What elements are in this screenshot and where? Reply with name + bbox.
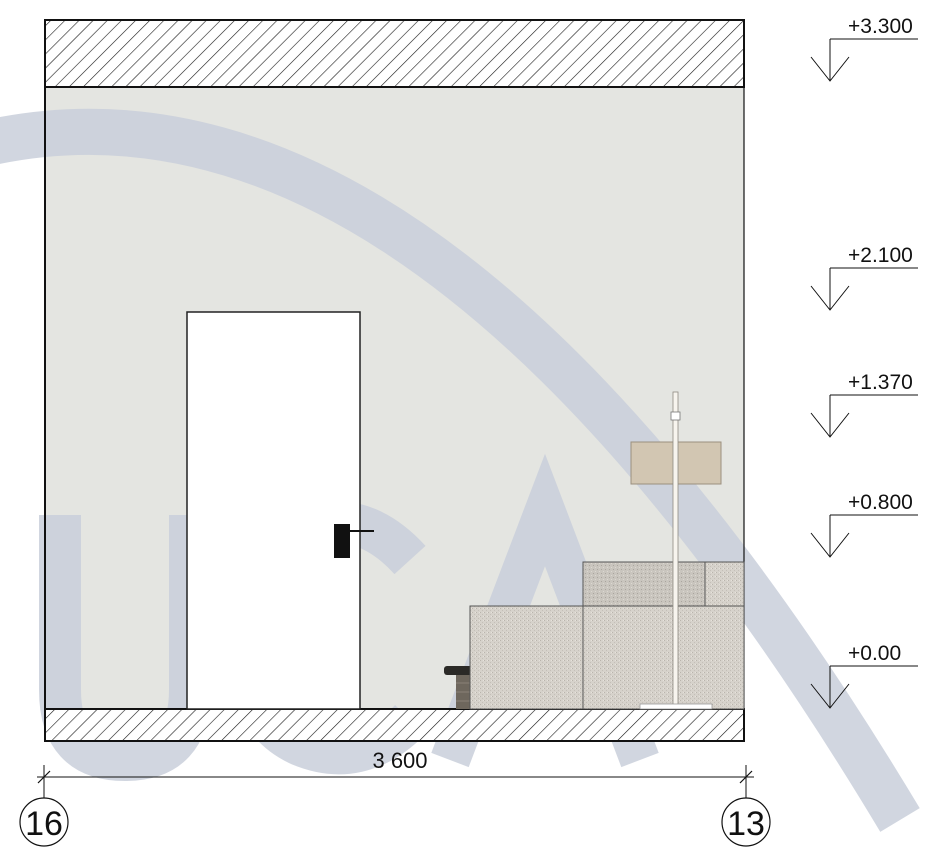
- level-label: +3.300: [848, 15, 913, 38]
- level-label: +0.00: [848, 642, 901, 665]
- cabinet-low: [469, 605, 584, 710]
- level-marker-1370: +1.370: [810, 371, 918, 438]
- level-marker-2100: +2.100: [810, 244, 918, 311]
- level-marker-000: +0.00: [810, 642, 918, 709]
- cushion-back: [582, 561, 706, 607]
- floor-slab: [44, 708, 745, 742]
- door-handle-icon: [334, 524, 374, 558]
- level-label: +2.100: [848, 244, 913, 267]
- axis-label-right: 13: [727, 805, 765, 843]
- level-label: +1.370: [848, 371, 913, 394]
- level-marker-3300: +3.300: [810, 15, 918, 82]
- cushion-side: [704, 561, 745, 607]
- dimension-label: 3 600: [372, 748, 427, 773]
- door: [186, 311, 361, 710]
- cabinet-tall: [582, 605, 745, 710]
- grid-axis-right: 13: [721, 777, 771, 847]
- ceiling-slab: [44, 19, 745, 88]
- floor-lamp: [630, 391, 722, 710]
- level-marker-0800: +0.800: [810, 491, 918, 558]
- level-label: +0.800: [848, 491, 913, 514]
- axis-label-left: 16: [25, 805, 63, 843]
- grid-axis-left: 16: [19, 777, 69, 847]
